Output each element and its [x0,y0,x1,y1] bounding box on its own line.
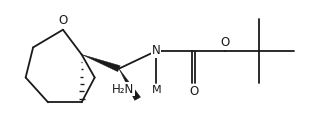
Polygon shape [82,55,120,72]
Text: N: N [152,44,161,57]
Text: O: O [221,36,230,49]
Text: O: O [189,85,199,98]
Text: H₂N: H₂N [112,82,134,96]
Text: O: O [58,14,68,27]
Text: M: M [151,85,161,95]
Polygon shape [119,69,140,100]
